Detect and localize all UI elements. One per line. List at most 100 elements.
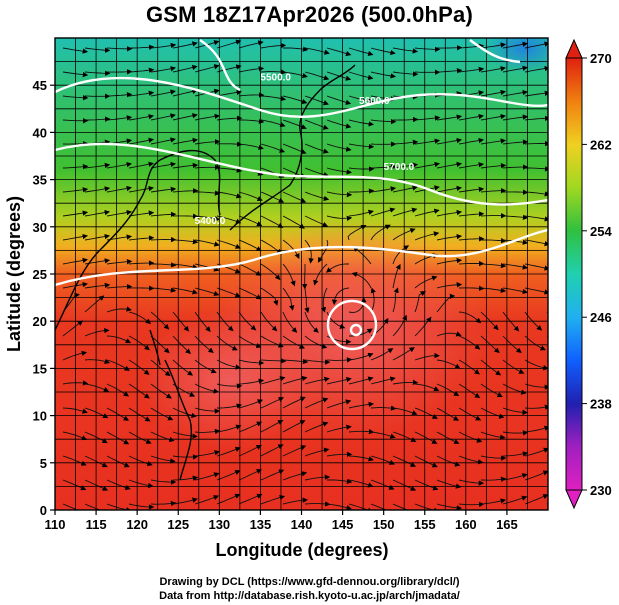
streamline bbox=[370, 71, 396, 79]
y-axis: 0 5 10 15 20 25 30 35 40 45 bbox=[33, 78, 55, 518]
streamline bbox=[172, 41, 198, 49]
colorbar-bottom-arrow bbox=[565, 489, 583, 510]
colorbar-ticks: 230 238 246 254 262 270 bbox=[582, 51, 612, 498]
streamline bbox=[458, 66, 485, 73]
streamline bbox=[436, 383, 460, 397]
x-tick-label: 150 bbox=[373, 517, 395, 532]
streamline bbox=[304, 474, 331, 481]
streamline bbox=[436, 114, 463, 121]
streamline bbox=[128, 210, 155, 217]
streamline bbox=[436, 185, 462, 193]
streamline bbox=[84, 162, 111, 169]
streamline bbox=[216, 239, 241, 249]
streamline bbox=[370, 186, 397, 193]
streamline bbox=[392, 139, 419, 145]
colorbar-tick-label: 254 bbox=[590, 224, 612, 239]
streamline bbox=[348, 401, 374, 409]
streamline bbox=[84, 47, 111, 53]
streamline bbox=[260, 494, 286, 505]
streamline bbox=[480, 359, 502, 376]
streamline bbox=[150, 236, 177, 243]
streamline bbox=[260, 69, 287, 75]
streamline bbox=[216, 39, 242, 49]
streamline bbox=[150, 383, 172, 399]
streamline bbox=[480, 138, 507, 145]
streamline bbox=[216, 424, 242, 433]
streamline bbox=[348, 209, 374, 217]
streamline bbox=[304, 421, 329, 433]
streamline bbox=[150, 287, 177, 293]
colorbar-top-arrow bbox=[565, 38, 583, 59]
streamline bbox=[106, 407, 129, 421]
streamline bbox=[502, 359, 525, 374]
streamline bbox=[304, 501, 331, 507]
streamline bbox=[172, 454, 199, 460]
streamline bbox=[458, 455, 484, 465]
streamline bbox=[216, 287, 241, 298]
streamline bbox=[282, 497, 308, 505]
streamline bbox=[414, 208, 440, 217]
streamline bbox=[524, 263, 548, 271]
streamline bbox=[62, 350, 88, 361]
streamline bbox=[216, 383, 243, 389]
streamline bbox=[62, 257, 88, 265]
contour-line-5 bbox=[469, 39, 521, 64]
streamline bbox=[392, 207, 418, 217]
streamline bbox=[436, 455, 461, 467]
streamline bbox=[282, 375, 308, 385]
contour-labels: 5400.0 5700.0 5500.0 5600.0 bbox=[195, 72, 415, 226]
streamline bbox=[216, 335, 238, 351]
streamline bbox=[524, 425, 548, 433]
streamline bbox=[304, 47, 330, 55]
colorbar-tick-label: 262 bbox=[590, 137, 612, 152]
streamline bbox=[238, 493, 263, 505]
streamline bbox=[436, 209, 463, 217]
streamline bbox=[348, 376, 374, 385]
streamline bbox=[172, 113, 198, 121]
streamline bbox=[348, 428, 375, 435]
streamline bbox=[150, 211, 177, 218]
streamline bbox=[282, 287, 295, 311]
streamline bbox=[458, 479, 485, 486]
streamline bbox=[480, 287, 507, 294]
streamline bbox=[172, 497, 198, 505]
streamline bbox=[436, 161, 462, 169]
streamline bbox=[128, 235, 155, 241]
contour-label: 5500.0 bbox=[260, 72, 291, 83]
streamline bbox=[480, 455, 507, 461]
streamline bbox=[326, 71, 352, 81]
streamline bbox=[150, 66, 176, 73]
streamline bbox=[304, 311, 319, 333]
streamline bbox=[304, 447, 330, 457]
streamline bbox=[458, 113, 484, 121]
streamline bbox=[525, 166, 548, 172]
streamline bbox=[260, 287, 279, 306]
streamline bbox=[414, 431, 438, 444]
streamline bbox=[458, 260, 485, 267]
streamline bbox=[414, 161, 440, 169]
colorbar-gradient bbox=[565, 57, 583, 491]
colorbar-tick-label: 246 bbox=[590, 310, 612, 325]
streamline bbox=[216, 493, 241, 505]
streamline bbox=[458, 383, 481, 398]
streamline bbox=[282, 119, 307, 130]
streamline bbox=[326, 47, 352, 57]
streamline bbox=[106, 161, 132, 169]
streamline bbox=[304, 191, 330, 201]
streamline bbox=[326, 377, 352, 385]
streamline bbox=[150, 407, 174, 421]
streamline bbox=[458, 359, 480, 375]
streamline bbox=[436, 257, 463, 265]
contour-low-center bbox=[349, 323, 363, 337]
streamline bbox=[150, 500, 177, 507]
streamline bbox=[62, 233, 88, 241]
streamline bbox=[392, 185, 418, 193]
streamline bbox=[106, 479, 131, 491]
streamline bbox=[282, 215, 305, 229]
streamline bbox=[150, 479, 177, 485]
streamline bbox=[260, 311, 278, 332]
streamline bbox=[327, 478, 353, 485]
streamline bbox=[172, 263, 199, 270]
streamline bbox=[238, 239, 262, 252]
